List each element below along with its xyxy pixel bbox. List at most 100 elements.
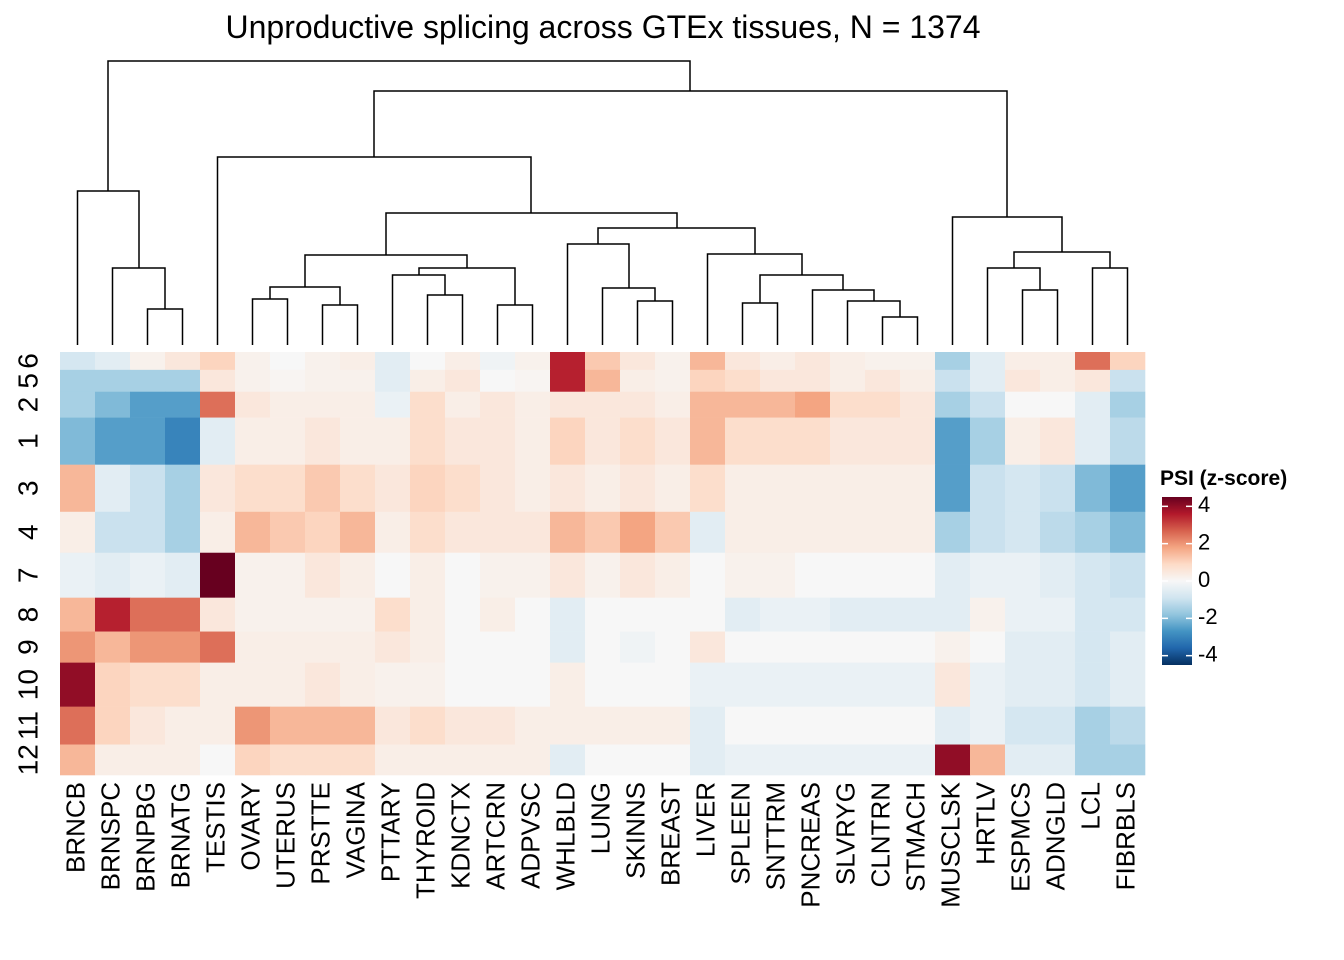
heatmap-cell — [480, 417, 516, 465]
heatmap-cell — [305, 744, 341, 776]
heatmap-cell — [410, 352, 446, 371]
heatmap-cell — [270, 552, 306, 598]
heatmap-cell — [515, 744, 551, 776]
heatmap-cell — [410, 744, 446, 776]
heatmap-cell — [865, 511, 901, 554]
heatmap-cell — [130, 417, 166, 465]
heatmap-cell — [970, 744, 1006, 776]
heatmap-cell — [60, 464, 96, 513]
heatmap-cell — [235, 552, 271, 598]
heatmap-cell — [165, 417, 201, 465]
heatmap-cell — [480, 369, 516, 393]
heatmap-cell — [725, 706, 761, 745]
heatmap-cell — [655, 706, 691, 745]
heatmap-cell — [620, 631, 656, 663]
heatmap-cell — [795, 352, 831, 371]
heatmap-cell — [620, 369, 656, 393]
heatmap-cell — [130, 352, 166, 371]
heatmap-cell — [375, 391, 411, 418]
heatmap-cell — [830, 369, 866, 393]
heatmap-cell — [900, 352, 936, 371]
heatmap-cell — [690, 662, 726, 707]
heatmap-cell — [1040, 369, 1076, 393]
heatmap-cell — [725, 417, 761, 465]
heatmap-cell — [1075, 597, 1111, 632]
heatmap-cell — [900, 631, 936, 663]
heatmap-cell — [95, 464, 131, 513]
heatmap-cell — [270, 744, 306, 776]
heatmap-cell — [165, 511, 201, 554]
heatmap-cell — [550, 631, 586, 663]
dendrogram — [76, 60, 1129, 345]
heatmap-cell — [1040, 417, 1076, 465]
heatmap-cell — [1040, 662, 1076, 707]
heatmap-cell — [235, 744, 271, 776]
heatmap-cell — [760, 352, 796, 371]
heatmap-cell — [970, 552, 1006, 598]
column-label: WHLBLD — [550, 782, 580, 890]
heatmap-cell — [935, 417, 971, 465]
heatmap-cell — [865, 744, 901, 776]
column-label: PRSTTE — [305, 782, 335, 885]
heatmap-cell — [1040, 631, 1076, 663]
heatmap-cell — [970, 352, 1006, 371]
heatmap-cell — [410, 552, 446, 598]
colorbar-tick-label: 2 — [1198, 529, 1210, 554]
heatmap-cell — [200, 369, 236, 393]
heatmap-cell — [970, 417, 1006, 465]
heatmap-cell — [445, 706, 481, 745]
heatmap-cell — [60, 511, 96, 554]
heatmap-cell — [830, 417, 866, 465]
heatmap-cell — [1110, 706, 1146, 745]
heatmap-cell — [795, 662, 831, 707]
heatmap-cell — [690, 417, 726, 465]
heatmap-cell — [515, 369, 551, 393]
heatmap-cell — [935, 662, 971, 707]
row-label: 11 — [12, 711, 43, 740]
heatmap-cell — [900, 552, 936, 598]
heatmap-cell — [270, 662, 306, 707]
heatmap-cell — [445, 662, 481, 707]
heatmap-cell — [690, 352, 726, 371]
heatmap-cell — [515, 391, 551, 418]
heatmap-cell — [760, 597, 796, 632]
heatmap-cell — [445, 511, 481, 554]
heatmap-cell — [375, 597, 411, 632]
column-label: BRNCB — [60, 782, 90, 873]
heatmap-cell — [900, 417, 936, 465]
heatmap-cell — [1110, 511, 1146, 554]
heatmap-cell — [60, 352, 96, 371]
heatmap-cell — [690, 744, 726, 776]
column-label: BRNSPC — [95, 782, 125, 890]
heatmap-cell — [550, 597, 586, 632]
heatmap-cell — [795, 417, 831, 465]
heatmap-cell — [235, 464, 271, 513]
heatmap-cell — [935, 744, 971, 776]
heatmap-cell — [1075, 662, 1111, 707]
heatmap-cell — [725, 744, 761, 776]
row-label: 10 — [12, 669, 43, 700]
heatmap-cell — [690, 706, 726, 745]
heatmap-cell — [830, 662, 866, 707]
heatmap-cell — [480, 631, 516, 663]
heatmap-cell — [515, 597, 551, 632]
heatmap-cell — [585, 369, 621, 393]
heatmap-cell — [760, 744, 796, 776]
heatmap-cell — [795, 631, 831, 663]
heatmap-cell — [200, 511, 236, 554]
heatmap-cell — [970, 511, 1006, 554]
heatmap-cell — [1040, 464, 1076, 513]
heatmap-cell — [900, 369, 936, 393]
heatmap-cell — [690, 464, 726, 513]
heatmap-cell — [830, 391, 866, 418]
heatmap-cell — [1110, 391, 1146, 418]
heatmap-cell — [1110, 552, 1146, 598]
column-label: LIVER — [690, 782, 720, 857]
row-label: 5 — [12, 373, 43, 389]
heatmap-cell — [410, 391, 446, 418]
heatmap-cell — [1005, 464, 1041, 513]
heatmap-cell — [795, 744, 831, 776]
heatmap-cell — [760, 464, 796, 513]
heatmap-cell — [1110, 744, 1146, 776]
heatmap-cell — [445, 597, 481, 632]
